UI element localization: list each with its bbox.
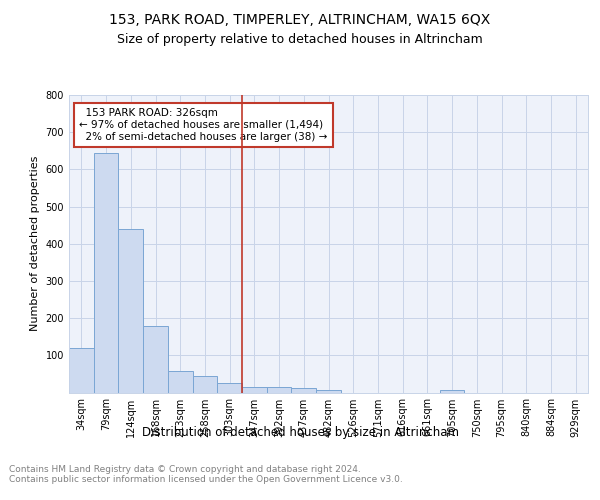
Text: 153, PARK ROAD, TIMPERLEY, ALTRINCHAM, WA15 6QX: 153, PARK ROAD, TIMPERLEY, ALTRINCHAM, W… [109, 12, 491, 26]
Bar [316, 390, 341, 392]
Text: Distribution of detached houses by size in Altrincham: Distribution of detached houses by size … [142, 426, 458, 439]
Bar [118, 229, 143, 392]
Text: Contains HM Land Registry data © Crown copyright and database right 2024.
Contai: Contains HM Land Registry data © Crown c… [9, 465, 403, 484]
Bar [217, 383, 242, 392]
Bar [143, 326, 168, 392]
Bar [94, 152, 118, 392]
Bar [292, 388, 316, 392]
Text: Size of property relative to detached houses in Altrincham: Size of property relative to detached ho… [117, 32, 483, 46]
Bar [193, 376, 217, 392]
Y-axis label: Number of detached properties: Number of detached properties [30, 156, 40, 332]
Text: 153 PARK ROAD: 326sqm
← 97% of detached houses are smaller (1,494)
  2% of semi-: 153 PARK ROAD: 326sqm ← 97% of detached … [79, 108, 328, 142]
Bar [267, 387, 292, 392]
Bar [69, 348, 94, 393]
Bar [168, 371, 193, 392]
Bar [242, 388, 267, 392]
Bar [440, 390, 464, 392]
